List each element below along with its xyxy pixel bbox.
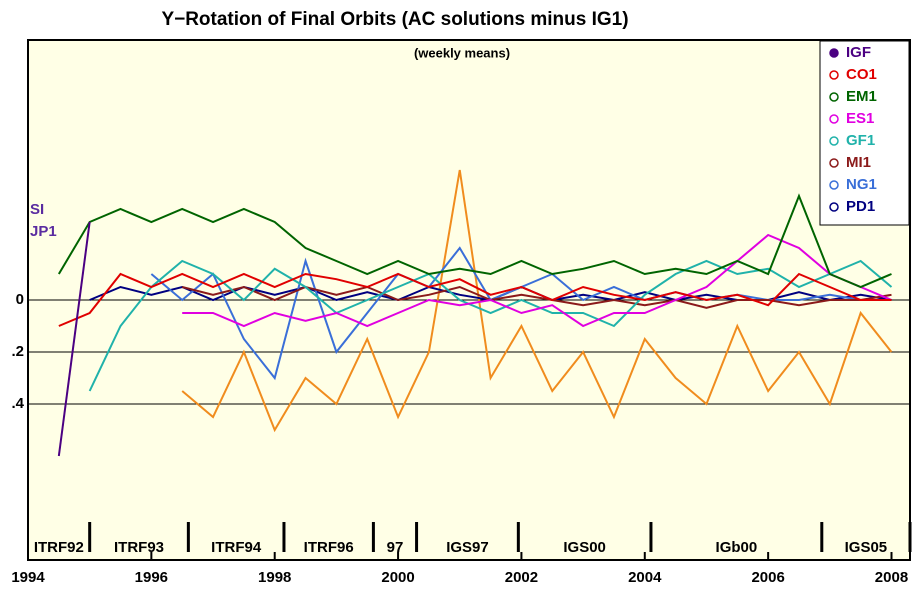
legend-marker [829, 202, 839, 212]
legend-label: EM1 [846, 88, 877, 105]
x-tick-label: 2002 [505, 569, 538, 586]
frame-label: IGS00 [563, 539, 606, 556]
y-tick-label: .2 [11, 343, 24, 360]
frame-label: ITRF93 [114, 539, 164, 556]
legend-marker [829, 158, 839, 168]
frame-label: ITRF92 [34, 539, 84, 556]
legend-label: MI1 [846, 154, 871, 171]
legend-marker [829, 136, 839, 146]
x-tick-label: 1994 [11, 569, 45, 586]
chart-title: Y−Rotation of Final Orbits (AC solutions… [161, 9, 628, 30]
frame-label: IGb00 [716, 539, 758, 556]
legend-label: PD1 [846, 198, 875, 215]
y-tick-label: .4 [11, 395, 24, 412]
chart-subtitle: (weekly means) [414, 45, 510, 60]
x-tick-label: 2004 [628, 569, 662, 586]
legend-marker [829, 70, 839, 80]
legend-marker [829, 92, 839, 102]
legend-label: CO1 [846, 66, 877, 83]
annotation: SI [30, 201, 44, 218]
series-line [58, 272, 892, 327]
x-tick-label: 1996 [135, 569, 168, 586]
frame-label: ITRF94 [211, 539, 262, 556]
x-tick-label: 2006 [751, 569, 784, 586]
series-line [181, 169, 893, 433]
series-line [182, 233, 892, 328]
y-tick-label: 0 [16, 291, 24, 308]
legend-marker [829, 114, 839, 124]
legend-label: NG1 [846, 176, 877, 193]
frame-label: IGS97 [446, 539, 489, 556]
legend-label: IGF [846, 44, 871, 61]
x-tick-label: 2000 [381, 569, 414, 586]
x-tick-label: 1998 [258, 569, 291, 586]
annotation: JP1 [30, 223, 57, 240]
frame-label: ITRF96 [304, 539, 354, 556]
x-tick-label: 2008 [875, 569, 908, 586]
frame-label: IGS05 [845, 539, 888, 556]
series-line [57, 193, 892, 289]
frame-label: 97 [387, 539, 404, 556]
legend-marker [829, 48, 839, 58]
legend-marker [829, 180, 839, 190]
legend-label: ES1 [846, 110, 874, 127]
legend: IGF CO1 EM1 ES1 GF1 MI1 NG1 PD1 [819, 40, 910, 226]
series-line [57, 221, 91, 457]
legend-label: GF1 [846, 132, 875, 149]
